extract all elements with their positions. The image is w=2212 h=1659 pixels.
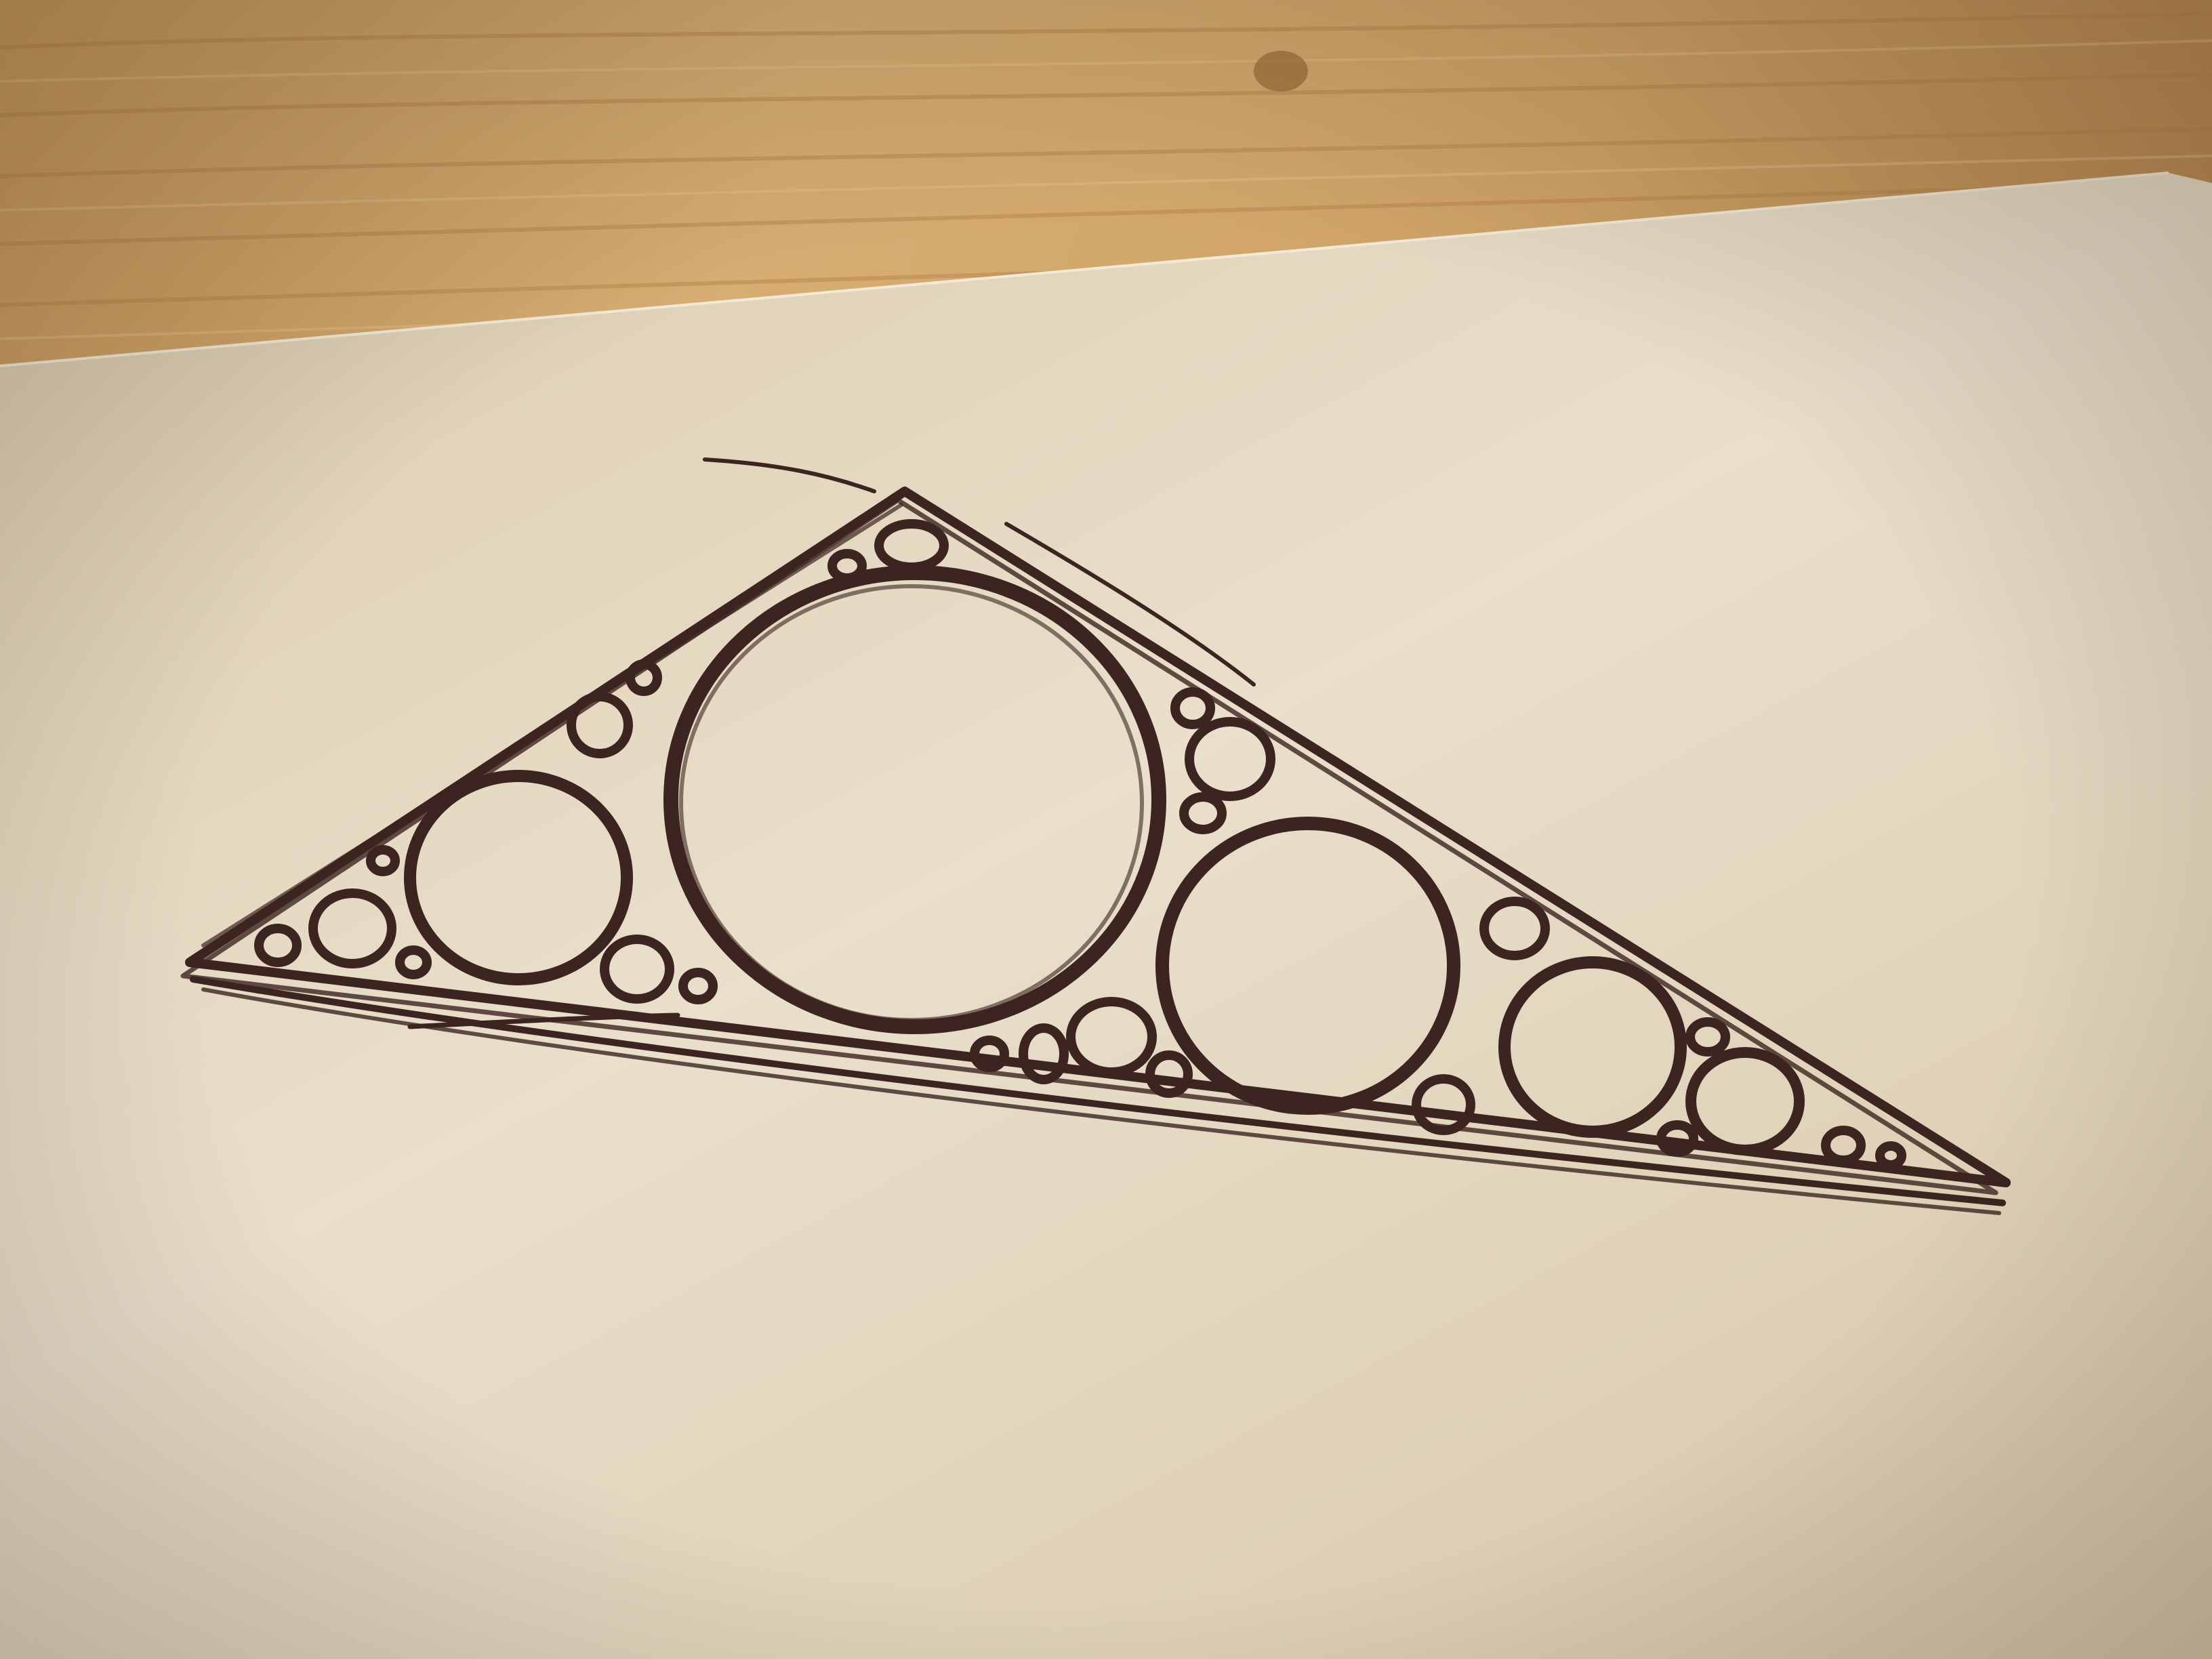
- photo-vignette: [0, 0, 2212, 1659]
- photo-scene: [0, 0, 2212, 1659]
